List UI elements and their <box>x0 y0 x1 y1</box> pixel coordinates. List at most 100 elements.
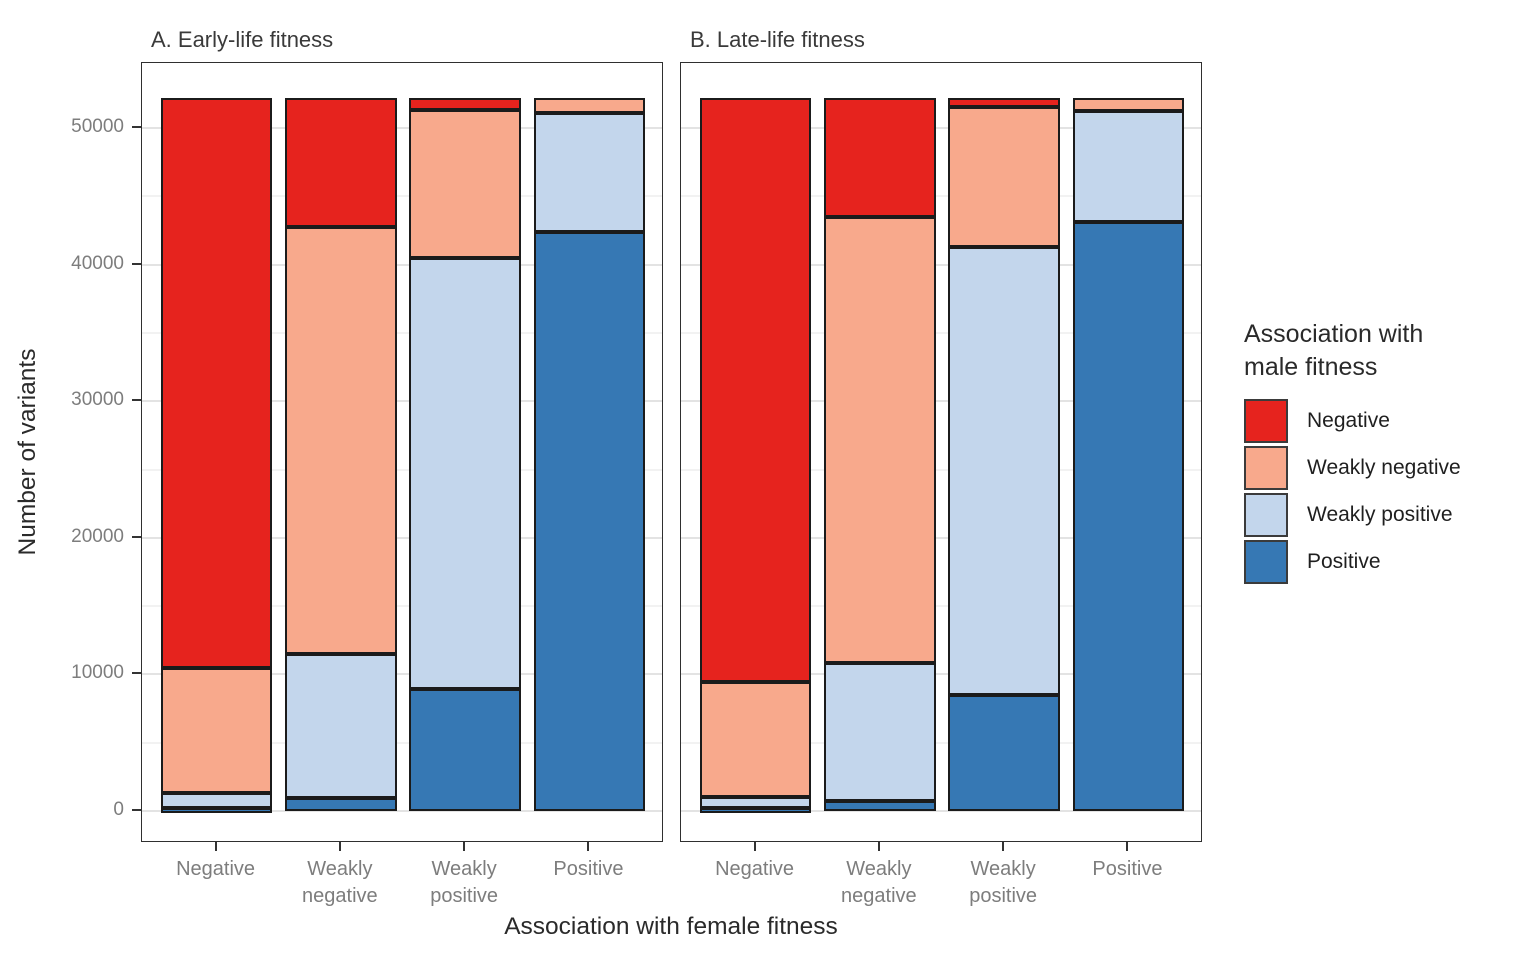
legend: Association with male fitness Negative We… <box>1244 318 1536 587</box>
minor-gridline <box>142 468 662 471</box>
minor-gridline <box>142 331 662 334</box>
bar-segment-weakly-negative <box>1072 97 1185 111</box>
x-tick-label: Weakly positive <box>969 858 1038 907</box>
minor-gridline <box>681 741 1201 744</box>
y-tick-mark <box>132 672 141 675</box>
major-gridline <box>142 673 662 676</box>
bar-segment-weakly-positive <box>948 246 1061 695</box>
bar-segment-weakly-positive <box>823 663 936 802</box>
bar-segment-positive <box>823 801 936 811</box>
legend-entries: Negative Weakly negative Weakly positive Po… <box>1244 399 1536 584</box>
bar-segment-weakly-negative <box>699 681 812 797</box>
legend-swatch-positive <box>1244 540 1288 584</box>
legend-swatch-weakly-positive <box>1244 493 1288 537</box>
y-tick-label: 0 <box>113 799 124 820</box>
facet-title: A. Early-life fitness <box>151 27 334 52</box>
bar-segment-positive <box>533 232 646 811</box>
major-gridline <box>142 263 662 266</box>
bar-segment-weakly-negative <box>409 110 522 258</box>
minor-gridline <box>681 605 1201 608</box>
x-tick-mark <box>1002 842 1005 851</box>
bar-segment-weakly-positive <box>699 796 812 809</box>
x-tick-label: Negative <box>176 858 256 880</box>
major-gridline <box>142 400 662 403</box>
y-tick-label: 10000 <box>71 662 124 684</box>
legend-swatch-weakly-negative <box>1244 446 1288 490</box>
legend-entry: Negative <box>1244 399 1536 443</box>
legend-entry-label: Positive <box>1307 550 1381 573</box>
bar-segment-weakly-positive <box>284 653 397 799</box>
bar-segment-weakly-negative <box>823 216 936 664</box>
y-axis-title: Number of variants <box>14 348 41 556</box>
x-tick-mark <box>338 842 341 851</box>
bar-segment-positive <box>409 689 522 811</box>
bar-segment-weakly-positive <box>1072 110 1185 222</box>
y-tick-label: 50000 <box>71 116 124 137</box>
major-gridline <box>681 127 1201 129</box>
legend-entry: Weakly negative <box>1244 446 1536 490</box>
minor-gridline <box>142 195 662 198</box>
bar-segment-weakly-negative <box>284 227 397 654</box>
major-gridline <box>681 810 1201 812</box>
y-tick-label: 40000 <box>71 252 124 274</box>
bar-segment-negative <box>948 97 1061 107</box>
y-tick-label: 30000 <box>71 389 124 411</box>
bar-segment-negative <box>409 97 522 111</box>
major-gridline <box>142 536 662 539</box>
bar-segment-positive <box>160 808 273 814</box>
minor-gridline <box>681 468 1201 471</box>
x-tick-label: Weakly negative <box>841 858 917 907</box>
y-tick-mark <box>132 262 141 265</box>
x-tick-mark <box>877 842 880 851</box>
minor-gridline <box>142 605 662 608</box>
bar-segment-weakly-negative <box>533 97 646 113</box>
legend-swatch-negative <box>1244 399 1288 443</box>
bar-segment-negative <box>823 97 936 217</box>
x-tick-label: Positive <box>553 858 624 880</box>
bar-segment-positive <box>1072 221 1185 811</box>
legend-entry: Weakly positive <box>1244 493 1536 537</box>
major-gridline <box>681 400 1201 403</box>
major-gridline <box>681 536 1201 539</box>
major-gridline <box>142 810 662 812</box>
x-tick-mark <box>587 842 590 851</box>
major-gridline <box>142 127 662 129</box>
x-tick-label: Weakly positive <box>430 858 499 907</box>
y-tick-mark <box>132 126 141 128</box>
x-tick-mark <box>214 842 217 851</box>
bar-segment-negative <box>160 97 273 669</box>
bar-segment-weakly-positive <box>409 257 522 690</box>
y-tick-mark <box>132 399 141 402</box>
facet-panel <box>141 62 663 842</box>
major-gridline <box>681 263 1201 266</box>
bar-segment-weakly-positive <box>160 792 273 809</box>
minor-gridline <box>681 331 1201 334</box>
bar-segment-positive <box>284 798 397 811</box>
x-tick-mark <box>753 842 756 851</box>
x-tick-mark <box>1126 842 1129 851</box>
y-tick-label: 20000 <box>71 525 124 547</box>
major-gridline <box>681 673 1201 676</box>
facet-panel <box>680 62 1202 842</box>
bar-segment-weakly-positive <box>533 112 646 233</box>
x-tick-label: Positive <box>1092 858 1163 880</box>
legend-entry: Positive <box>1244 540 1536 584</box>
bar-segment-negative <box>699 97 812 682</box>
legend-title: Association with male fitness <box>1244 320 1424 381</box>
bar-segment-positive <box>699 808 812 814</box>
bar-segment-weakly-negative <box>948 106 1061 247</box>
bar-segment-negative <box>284 97 397 228</box>
bar-segment-weakly-negative <box>160 668 273 793</box>
x-tick-label: Negative <box>715 858 795 880</box>
legend-entry-label: Negative <box>1307 409 1390 432</box>
facet-title: B. Late-life fitness <box>690 27 865 52</box>
x-tick-label: Weakly negative <box>302 858 378 907</box>
bar-segment-positive <box>948 694 1061 811</box>
minor-gridline <box>142 741 662 744</box>
legend-entry-label: Weakly negative <box>1307 456 1461 479</box>
minor-gridline <box>681 195 1201 198</box>
x-tick-mark <box>463 842 466 851</box>
y-tick-mark <box>132 809 141 811</box>
y-tick-mark <box>132 535 141 538</box>
